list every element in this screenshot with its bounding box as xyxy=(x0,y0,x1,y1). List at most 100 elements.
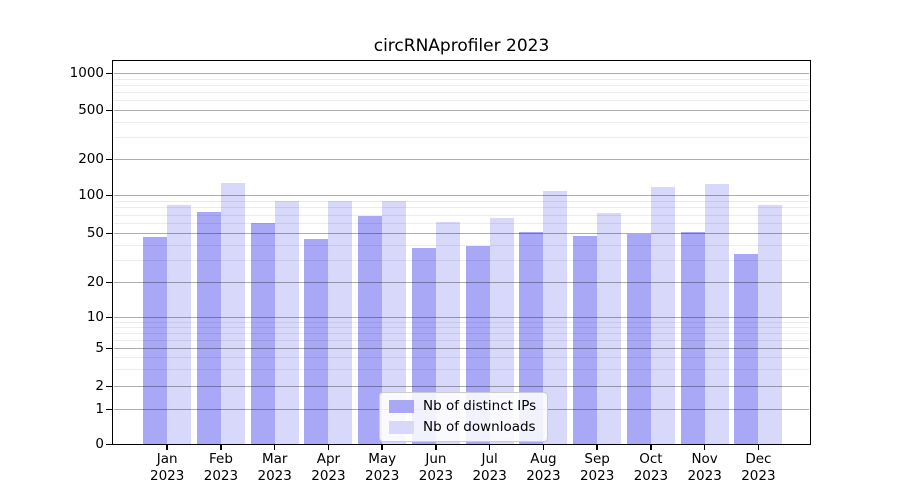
x-tick-month: Feb xyxy=(208,451,233,467)
legend-label-ips: Nb of distinct IPs xyxy=(423,398,537,414)
x-tick-month: May xyxy=(368,451,397,467)
bar-downloads-apr xyxy=(328,200,353,444)
x-tick-month: Aug xyxy=(530,451,557,467)
minor-gridline-8 xyxy=(114,326,809,328)
minor-gridline-700 xyxy=(114,92,809,94)
bar-ips-feb xyxy=(196,212,221,444)
minor-gridline-400 xyxy=(114,121,809,123)
legend: Nb of distinct IPs Nb of downloads xyxy=(379,392,549,442)
y-tick-mark-1000 xyxy=(106,72,112,74)
minor-gridline-70 xyxy=(114,214,809,216)
x-tick-label-dec: Dec 2023 xyxy=(728,451,788,485)
x-tick-month: Jun xyxy=(425,451,447,467)
minor-gridline-9 xyxy=(114,321,809,323)
x-tick-label-jun: Jun 2023 xyxy=(406,451,466,485)
minor-gridline-4 xyxy=(114,357,809,359)
bar-ips-nov xyxy=(680,231,705,444)
y-tick-mark-1 xyxy=(106,408,112,410)
major-gridline-500 xyxy=(114,110,809,111)
major-gridline-100 xyxy=(114,195,809,196)
x-tick-year: 2023 xyxy=(418,468,454,484)
x-tick-month: Jan xyxy=(156,451,178,467)
y-tick-label-0: 0 xyxy=(95,435,104,452)
minor-gridline-80 xyxy=(114,207,809,209)
minor-gridline-800 xyxy=(114,84,809,86)
x-tick-year: 2023 xyxy=(203,468,239,484)
x-tick-mark-jan xyxy=(166,445,168,450)
chart-title: circRNAprofiler 2023 xyxy=(373,36,550,56)
y-tick-mark-2 xyxy=(106,385,112,387)
minor-gridline-40 xyxy=(114,244,809,246)
x-tick-label-oct: Oct 2023 xyxy=(621,451,681,485)
legend-label-downloads: Nb of downloads xyxy=(423,419,536,435)
major-gridline-5 xyxy=(114,348,809,349)
minor-gridline-600 xyxy=(114,100,809,102)
major-gridline-1000 xyxy=(114,73,809,74)
major-gridline-20 xyxy=(114,282,809,283)
x-tick-year: 2023 xyxy=(687,468,722,484)
bar-ips-may xyxy=(358,216,383,444)
bar-downloads-sep xyxy=(597,213,622,444)
bar-ips-dec xyxy=(734,253,759,444)
major-gridline-200 xyxy=(114,159,809,160)
x-tick-mark-aug xyxy=(542,445,545,450)
y-tick-mark-200 xyxy=(106,158,112,160)
bar-downloads-dec xyxy=(758,205,783,444)
x-tick-label-feb: Feb 2023 xyxy=(191,451,251,485)
y-tick-mark-0 xyxy=(106,443,112,445)
x-tick-year: 2023 xyxy=(311,468,346,484)
minor-gridline-900 xyxy=(114,78,809,80)
x-tick-mark-oct xyxy=(650,445,652,450)
bar-downloads-nov xyxy=(704,183,729,444)
major-gridline-50 xyxy=(114,233,809,234)
x-tick-year: 2023 xyxy=(364,468,400,484)
x-tick-mark-sep xyxy=(596,445,598,450)
major-gridline-2 xyxy=(114,386,809,387)
x-tick-year: 2023 xyxy=(741,468,776,484)
x-tick-mark-dec xyxy=(757,445,760,450)
y-tick-label-1000: 1000 xyxy=(69,64,104,81)
x-tick-mark-may xyxy=(381,445,383,450)
y-tick-mark-5 xyxy=(106,347,112,349)
y-tick-mark-100 xyxy=(106,194,112,196)
minor-gridline-90 xyxy=(114,200,809,202)
x-tick-year: 2023 xyxy=(526,468,561,484)
minor-gridline-60 xyxy=(114,223,809,224)
minor-gridline-7 xyxy=(114,332,809,334)
bar-ips-mar xyxy=(250,223,275,444)
bar-downloads-oct xyxy=(650,186,675,444)
x-tick-month: Dec xyxy=(745,451,772,467)
bar-downloads-mar xyxy=(274,200,299,444)
x-tick-mark-jul xyxy=(488,445,491,450)
bar-downloads-feb xyxy=(220,182,245,444)
legend-swatch-ips xyxy=(389,400,414,413)
x-tick-month: Jul xyxy=(481,451,498,467)
x-tick-month: Oct xyxy=(639,451,663,467)
x-tick-label-jul: Jul 2023 xyxy=(460,451,520,485)
x-tick-mark-nov xyxy=(703,445,706,450)
y-tick-label-100: 100 xyxy=(78,186,104,203)
x-tick-label-apr: Apr 2023 xyxy=(298,451,358,485)
x-tick-year: 2023 xyxy=(633,468,669,484)
x-tick-year: 2023 xyxy=(472,468,507,484)
major-gridline-10 xyxy=(114,317,809,318)
x-tick-month: Sep xyxy=(584,451,610,467)
minor-gridline-300 xyxy=(114,137,809,139)
x-tick-year: 2023 xyxy=(579,468,615,484)
x-tick-label-jan: Jan 2023 xyxy=(137,451,197,485)
x-tick-mark-apr xyxy=(327,445,330,450)
y-tick-label-50: 50 xyxy=(86,224,104,241)
x-tick-label-may: May 2023 xyxy=(352,451,412,485)
legend-row-downloads: Nb of downloads xyxy=(389,420,536,435)
bar-ips-sep xyxy=(573,236,598,444)
y-tick-label-500: 500 xyxy=(78,101,104,118)
minor-gridline-6 xyxy=(114,339,809,341)
x-tick-mark-feb xyxy=(220,445,222,450)
bar-downloads-jan xyxy=(167,205,192,444)
x-tick-mark-mar xyxy=(273,445,276,450)
y-tick-label-200: 200 xyxy=(78,150,104,167)
x-tick-year: 2023 xyxy=(257,468,292,484)
y-tick-label-5: 5 xyxy=(95,339,104,356)
